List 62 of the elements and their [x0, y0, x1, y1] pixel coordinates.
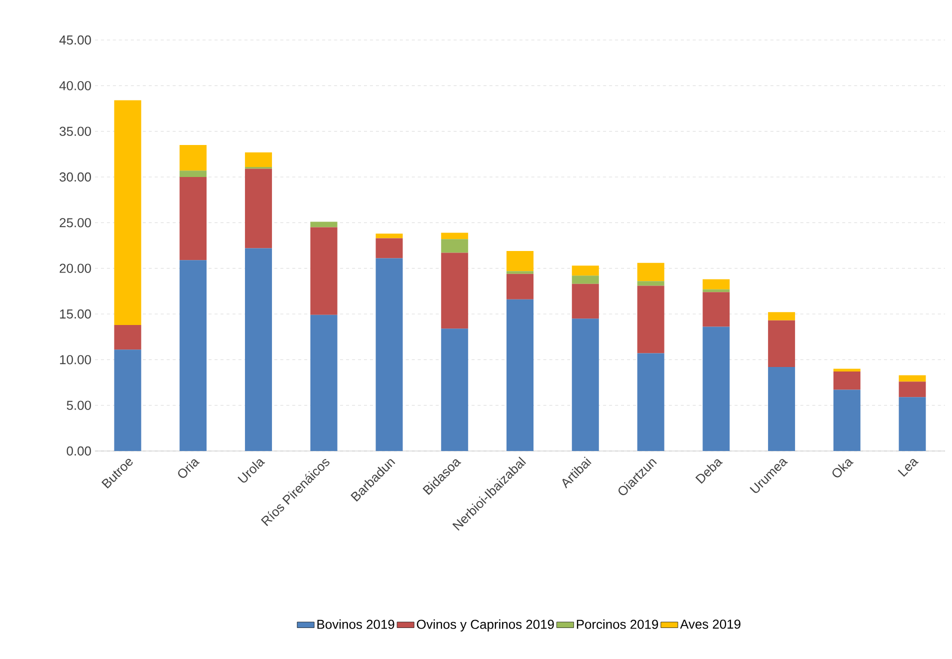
y-tick-label: 5.00 [66, 400, 91, 410]
bar [180, 260, 207, 451]
bar [768, 312, 796, 320]
x-tick-label: Oka [832, 459, 854, 478]
bar [441, 328, 468, 451]
legend-label: Ovinos y Caprinos 2019 [416, 619, 554, 632]
y-tick-label: 25.00 [60, 218, 91, 228]
bar [572, 276, 599, 284]
bar [506, 271, 534, 274]
bar [244, 168, 272, 248]
bar [376, 234, 403, 238]
y-tick-label: 20.00 [60, 264, 91, 273]
bar [637, 281, 664, 286]
bar [244, 248, 272, 451]
y-tick-label: 15.00 [60, 309, 91, 319]
bar [310, 227, 338, 315]
bar [898, 382, 926, 398]
bar [114, 350, 142, 451]
bar [702, 289, 730, 292]
bar [768, 320, 796, 367]
bar [702, 279, 730, 290]
bar [768, 366, 796, 451]
bar [833, 390, 860, 451]
bar [833, 368, 860, 372]
x-tick-label: Lea [898, 458, 919, 477]
bar [441, 252, 468, 329]
bar [637, 353, 664, 451]
bar [310, 222, 338, 228]
bar [572, 318, 599, 451]
bar [180, 145, 207, 171]
bar [114, 324, 142, 350]
bar [441, 239, 468, 253]
bar [702, 292, 730, 327]
bar [244, 152, 272, 167]
bar [441, 232, 468, 240]
bar [180, 177, 207, 260]
legend-label: Aves 2019 [680, 620, 740, 629]
bar [572, 266, 599, 276]
y-tick-label: 30.00 [60, 172, 91, 182]
bar [506, 274, 534, 300]
bar [833, 372, 860, 390]
bar [376, 238, 403, 258]
bar [506, 299, 534, 451]
y-tick-label: 35.00 [60, 126, 91, 136]
legend-label: Bovinos 2019 [317, 619, 394, 629]
bar [702, 326, 730, 451]
bar [898, 375, 926, 382]
bar [506, 250, 534, 272]
bar [637, 286, 664, 354]
bar [376, 258, 403, 451]
bar [637, 262, 664, 282]
y-tick-label: 0.00 [66, 446, 91, 456]
y-tick-label: 10.00 [60, 355, 91, 364]
y-tick-label: 40.00 [59, 81, 91, 90]
legend-label: Porcinos 2019 [576, 619, 658, 629]
bar [898, 397, 926, 451]
bar [310, 314, 338, 451]
bar [572, 284, 599, 319]
bar [180, 170, 207, 177]
x-tick-label: Oria [178, 459, 200, 478]
y-tick-label: 45.00 [59, 35, 91, 45]
bar [114, 100, 142, 325]
